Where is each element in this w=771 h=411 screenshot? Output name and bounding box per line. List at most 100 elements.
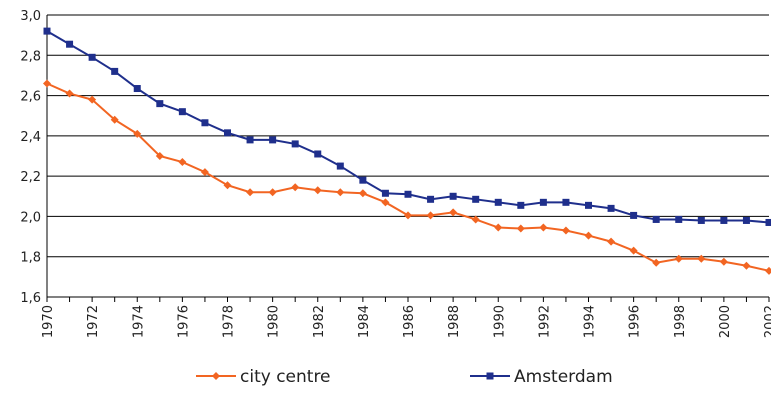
data-point-city-centre — [404, 211, 412, 219]
data-point-city-centre — [178, 158, 186, 166]
data-point-amsterdam — [337, 163, 344, 170]
data-point-amsterdam — [292, 140, 299, 147]
legend-item-city-centre: city centre — [196, 367, 331, 387]
data-point-amsterdam — [653, 216, 660, 223]
data-point-city-centre — [697, 255, 705, 263]
x-tick-label: 1994 — [583, 305, 598, 338]
x-tick-label: 1974 — [131, 305, 146, 338]
data-point-amsterdam — [201, 119, 208, 126]
x-tick-label: 2002 — [763, 305, 771, 338]
x-tick-label: 1990 — [492, 305, 507, 338]
x-tick-label: 1976 — [176, 305, 191, 338]
data-point-amsterdam — [66, 41, 73, 48]
series-line-city-centre — [47, 83, 769, 270]
data-point-city-centre — [449, 208, 457, 216]
data-point-city-centre — [381, 198, 389, 206]
data-point-city-centre — [607, 238, 615, 246]
x-tick-label: 1970 — [41, 305, 56, 338]
data-point-amsterdam — [766, 219, 771, 226]
data-point-amsterdam — [450, 193, 457, 200]
data-point-city-centre — [359, 189, 367, 197]
data-point-city-centre — [585, 232, 593, 240]
x-tick-label: 1998 — [673, 305, 688, 338]
data-point-amsterdam — [179, 108, 186, 115]
data-point-amsterdam — [698, 217, 705, 224]
data-point-amsterdam — [540, 199, 547, 206]
data-point-city-centre — [291, 183, 299, 191]
data-point-city-centre — [539, 224, 547, 232]
legend: city centre Amsterdam — [196, 367, 613, 387]
data-point-amsterdam — [495, 199, 502, 206]
y-tick-label: 1,6 — [20, 291, 41, 306]
data-point-amsterdam — [382, 190, 389, 197]
axis-layer — [47, 15, 769, 302]
data-point-city-centre — [66, 90, 74, 98]
data-point-amsterdam — [134, 85, 141, 92]
data-point-amsterdam — [585, 202, 592, 209]
x-tick-label: 1982 — [312, 305, 327, 338]
x-tick-label: 1992 — [537, 305, 552, 338]
data-point-city-centre — [494, 224, 502, 232]
data-point-amsterdam — [427, 196, 434, 203]
y-tick-label: 1,8 — [20, 251, 41, 266]
data-point-city-centre — [562, 227, 570, 235]
data-point-city-centre — [652, 259, 660, 267]
data-point-city-centre — [201, 168, 209, 176]
legend-swatch-marker — [487, 373, 494, 380]
x-tick-label: 1984 — [357, 305, 372, 338]
x-tick-label: 1996 — [628, 305, 643, 338]
data-point-city-centre — [742, 262, 750, 270]
legend-swatch-marker — [212, 372, 220, 380]
x-tick-label: 2000 — [718, 305, 733, 338]
data-point-city-centre — [675, 255, 683, 263]
x-tick-label: 1980 — [267, 305, 282, 338]
data-point-amsterdam — [156, 100, 163, 107]
x-tick-label: 1978 — [222, 305, 237, 338]
x-tick-label: 1972 — [86, 305, 101, 338]
data-point-amsterdam — [472, 196, 479, 203]
data-point-amsterdam — [517, 202, 524, 209]
data-point-amsterdam — [224, 129, 231, 136]
x-tick-labels: 1970 1972 1974 1976 1978 1980 1982 1984 1986 1988… — [41, 305, 771, 338]
data-point-city-centre — [314, 186, 322, 194]
data-point-amsterdam — [247, 136, 254, 143]
data-point-city-centre — [720, 258, 728, 266]
data-point-amsterdam — [720, 217, 727, 224]
data-point-city-centre — [427, 211, 435, 219]
legend-label: city centre — [240, 367, 331, 387]
y-tick-label: 2,2 — [20, 170, 41, 185]
data-point-amsterdam — [314, 150, 321, 157]
data-point-amsterdam — [675, 216, 682, 223]
data-point-city-centre — [224, 181, 232, 189]
data-point-city-centre — [630, 247, 638, 255]
data-point-amsterdam — [359, 177, 366, 184]
data-point-amsterdam — [44, 28, 51, 35]
data-point-amsterdam — [405, 191, 412, 198]
data-point-amsterdam — [89, 54, 96, 61]
y-tick-label: 2,6 — [20, 90, 41, 105]
data-point-amsterdam — [608, 205, 615, 212]
series-city-centre — [43, 79, 771, 274]
data-point-amsterdam — [111, 68, 118, 75]
data-point-amsterdam — [562, 199, 569, 206]
data-point-amsterdam — [743, 217, 750, 224]
y-tick-label: 2,4 — [20, 130, 41, 145]
data-point-city-centre — [43, 79, 51, 87]
x-tick-label: 1988 — [447, 305, 462, 338]
data-point-amsterdam — [269, 136, 276, 143]
data-point-city-centre — [517, 225, 525, 233]
x-tick-label: 1986 — [402, 305, 417, 338]
y-tick-labels: 1,6 1,8 2,0 2,2 2,4 2,6 2,8 3,0 — [20, 9, 41, 306]
y-tick-label: 3,0 — [20, 9, 41, 24]
grid-layer — [47, 15, 769, 297]
legend-item-amsterdam: Amsterdam — [470, 367, 613, 387]
data-point-city-centre — [269, 188, 277, 196]
data-point-amsterdam — [630, 212, 637, 219]
y-tick-label: 2,8 — [20, 49, 41, 64]
series-amsterdam — [44, 28, 771, 226]
series-layer — [43, 28, 771, 275]
y-tick-label: 2,0 — [20, 210, 41, 225]
legend-label: Amsterdam — [514, 367, 613, 387]
